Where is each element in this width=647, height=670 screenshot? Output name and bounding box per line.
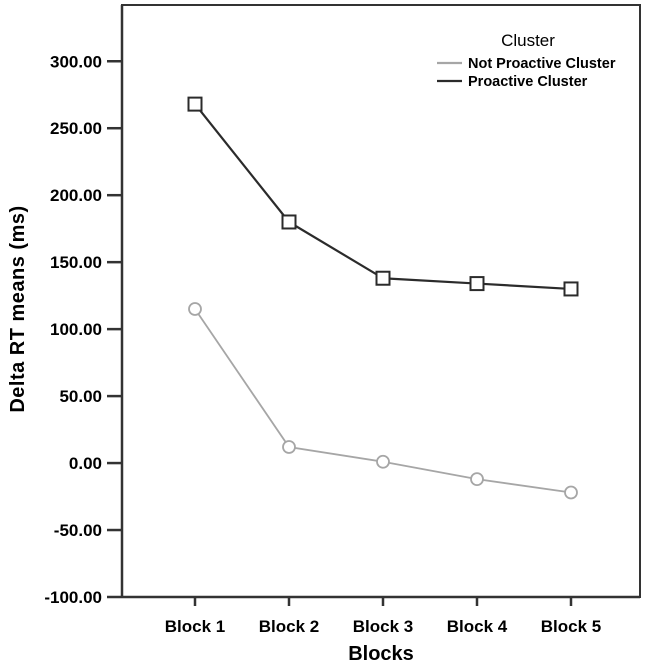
data-point-circle-marker [282,440,296,454]
y-tick-label: 0.00 [69,454,102,473]
y-tick-label: 300.00 [50,52,102,71]
x-tick-label: Block 4 [447,617,508,636]
y-tick-label: 50.00 [59,387,102,406]
data-point-circle-marker [376,454,390,469]
data-point-circle-marker [188,302,202,316]
data-point-square-marker [187,96,203,112]
legend-entry-label: Proactive Cluster [468,74,588,90]
data-point-circle-marker [470,472,484,487]
y-tick-label: 200.00 [50,186,102,205]
y-tick-label: 250.00 [50,119,102,138]
data-point-square-marker [281,214,297,230]
y-tick-label: 150.00 [50,253,102,272]
y-tick-label: -50.00 [54,521,102,540]
y-axis-title: Delta RT means (ms) [7,205,29,412]
series-line-square [194,103,572,291]
x-tick-label: Block 5 [541,617,601,636]
legend-title: Cluster [501,31,555,50]
y-tick-label: -100.00 [44,588,102,607]
data-point-square-marker [563,281,579,297]
data-point-square-marker [469,276,485,292]
data-point-circle-marker [564,485,578,500]
plot-frame [121,4,641,598]
data-point-square-marker [375,270,391,286]
x-tick-label: Block 1 [165,617,225,636]
x-tick-label: Block 3 [353,617,413,636]
legend-entry-label: Not Proactive Cluster [468,56,616,72]
x-tick-label: Block 2 [259,617,319,636]
x-axis-title: Blocks [348,643,414,665]
y-tick-label: 100.00 [50,320,102,339]
